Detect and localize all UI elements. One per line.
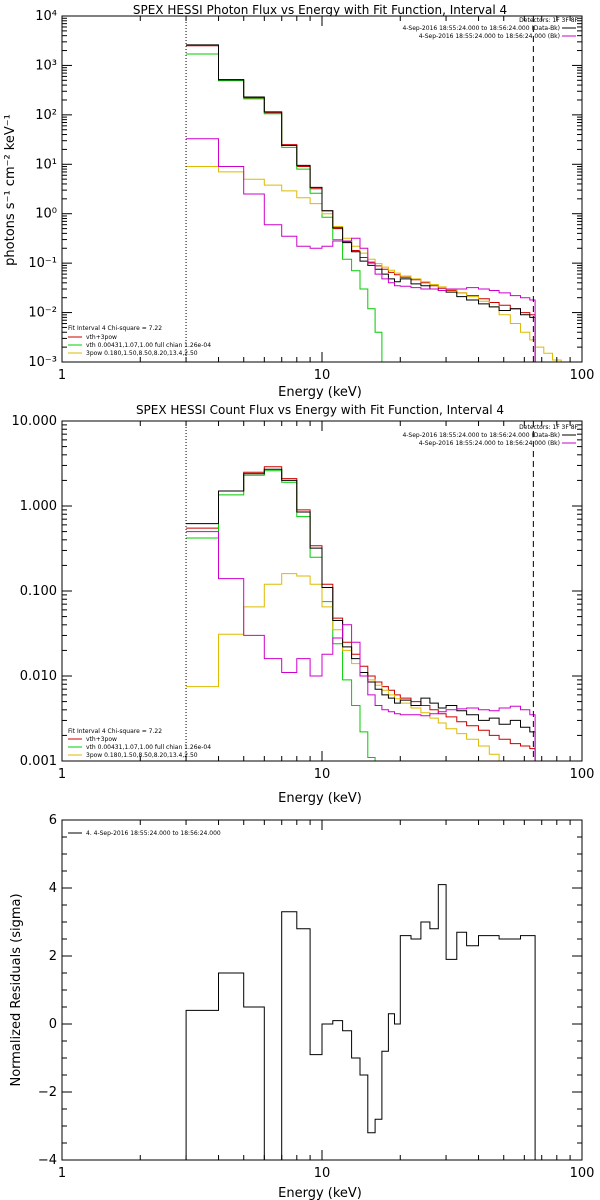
photon-legend: Detectors: 1F 3F 8F 4-Sep-2016 18:55:24.… [402,17,578,40]
photon-flux-panel: SPEX HESSI Photon Flux vs Energy with Fi… [3,3,594,400]
photon-y-tick-label: 10⁻¹ [28,256,57,271]
resid-y-tick-label: 2 [49,949,57,964]
count-chart-title: SPEX HESSI Count Flux vs Energy with Fit… [136,403,504,417]
count-y-tick-label: 0.010 [20,669,57,684]
count-fit-3pow: 3pow 0.180,1.50,8.50,8.20,13.4,2.50 [86,752,198,759]
photon-series-group [186,44,562,362]
resid-x-tick-label: 10 [314,1166,331,1181]
count-x-tick-label: 1 [58,767,66,782]
count-series-group [186,466,562,761]
count-flux-panel: SPEX HESSI Count Flux vs Energy with Fit… [12,403,595,806]
photon-x-tick-label: 10 [314,368,331,383]
photon-x-axis-label: Energy (keV) [278,385,362,400]
photon-y-tick-label: 10¹ [35,157,57,172]
resid-y-tick-label: 4 [49,881,57,896]
photon-fit-vth: vth 0.00431,1.07,1.00 full chian 1.26e-0… [86,342,211,349]
photon-y-tick-label: 10³ [35,58,57,73]
count-y-tick-label: 0.100 [20,584,57,599]
count-fit-total: vth+3pow [86,736,117,743]
resid-x-tick-label: 100 [570,1166,595,1181]
resid-y-axis-label: Normalized Residuals (sigma) [9,893,24,1086]
photon-fit-header: Fit Interval 4 Chi-square = 7.22 [68,325,162,332]
count-series-bk [186,531,536,761]
photon-x-tick-label: 100 [570,368,595,383]
photon-series-3pow [186,166,562,362]
photon-fit-legend: Fit Interval 4 Chi-square = 7.22 vth+3po… [68,325,211,357]
resid-x-axis-label: Energy (keV) [278,1186,362,1200]
count-y-tick-label: 1.000 [20,499,57,514]
photon-legend-data-bk: 4-Sep-2016 18:55:24.000 to 18:56:24.000 … [402,25,560,32]
residuals-panel: Energy (keV) Normalized Residuals (sigma… [9,813,594,1200]
resid-y-tick-label: 0 [49,1017,57,1032]
photon-fit-total: vth+3pow [86,334,117,341]
count-x-axis-label: Energy (keV) [278,791,362,806]
count-series-data-bk [186,468,536,761]
photon-fit-3pow: 3pow 0.180,1.50,8.50,8.20,13.4,2.50 [86,350,198,357]
photon-legend-bk: 4-Sep-2016 18:55:24.000 to 18:56:24.000 … [419,33,560,40]
count-x-tick-label: 10 [314,767,331,782]
photon-series-vth [186,53,383,362]
photon-y-tick-label: 10⁻² [28,306,57,321]
count-x-tick-label: 100 [570,767,595,782]
count-series-vth-3pow [186,466,536,761]
count-fit-header: Fit Interval 4 Chi-square = 7.22 [68,728,162,735]
resid-legend: 4. 4-Sep-2016 18:55:24.000 to 18:56:24.0… [68,830,221,837]
count-legend-bk: 4-Sep-2016 18:55:24.000 to 18:56:24.000 … [419,440,560,447]
count-y-tick-label: 10.000 [12,414,58,429]
photon-legend-header: Detectors: 1F 3F 8F [519,17,578,24]
count-fit-legend: Fit Interval 4 Chi-square = 7.22 vth+3po… [68,728,211,759]
resid-x-tick-label: 1 [58,1166,66,1181]
resid-legend-text: 4. 4-Sep-2016 18:55:24.000 to 18:56:24.0… [86,830,221,837]
count-plot: 1 10 100 0.001 0.010 0.100 1.000 10.000 [12,414,595,782]
photon-y-tick-label: 10⁰ [35,207,57,222]
photon-y-axis-label: photons s⁻¹ cm⁻² keV⁻¹ [3,114,18,266]
count-legend-data-bk: 4-Sep-2016 18:55:24.000 to 18:56:24.000 … [402,432,560,439]
photon-series-data-bk [186,44,536,362]
photon-x-tick-label: 1 [58,368,66,383]
photon-series-bk [186,138,536,362]
resid-series-residuals [185,884,536,1160]
resid-plot: 1 10 100 −4 −2 0 2 4 6 [38,813,595,1181]
photon-plot: 1 10 100 10⁻³ 10⁻² 10⁻¹ 10⁰ 10¹ 10² 10³ 10⁴ [28,9,594,383]
photon-y-tick-label: 10² [35,108,57,123]
photon-y-tick-label: 10⁴ [35,9,57,24]
resid-y-tick-label: −2 [38,1085,57,1100]
count-fit-vth: vth 0.00431,1.07,1.00 full chian 1.26e-0… [86,744,211,751]
resid-y-tick-label: 6 [49,813,57,828]
count-legend-header: Detectors: 1F 3F 8F [519,424,578,431]
photon-y-tick-label: 10⁻³ [28,355,57,370]
resid-series-group [185,884,536,1160]
photon-chart-title: SPEX HESSI Photon Flux vs Energy with Fi… [133,3,507,17]
count-y-tick-label: 0.001 [20,754,57,769]
count-legend: Detectors: 1F 3F 8F 4-Sep-2016 18:55:24.… [402,424,578,447]
resid-y-tick-label: −4 [38,1153,57,1168]
